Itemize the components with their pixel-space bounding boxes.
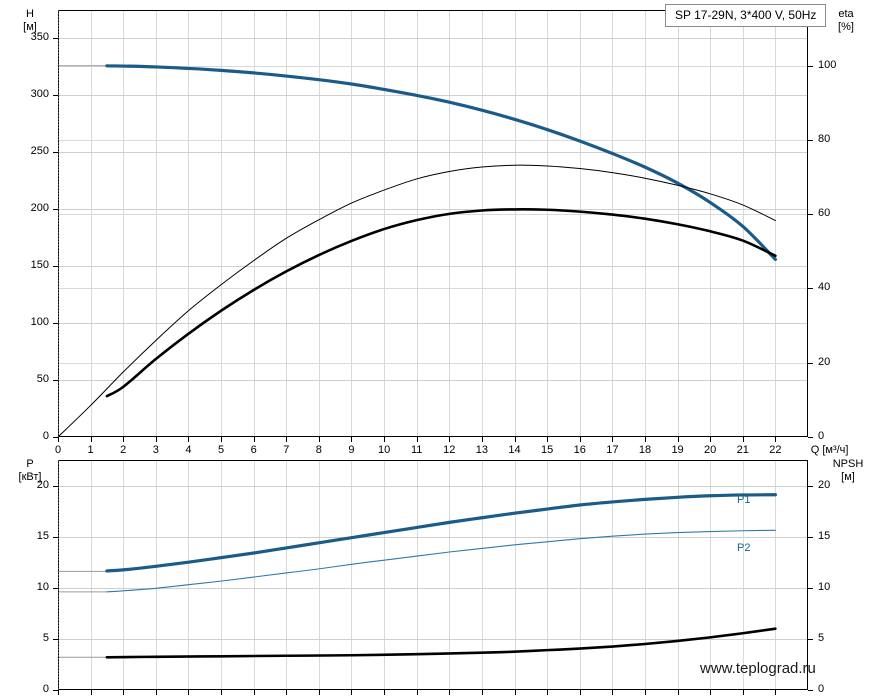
x-tick-11: 11 [410, 444, 423, 456]
curve-eta-pump-motor-thick-black [105, 208, 777, 398]
y2-tick-15: 15 [818, 529, 831, 542]
x-tick-13: 13 [475, 444, 489, 456]
x-tick-2: 2 [120, 444, 127, 456]
y-tick-100: 100 [30, 316, 49, 329]
y-tick-0: 0 [42, 683, 49, 695]
x-tick-18: 18 [638, 444, 652, 456]
bottom-left-axis-title: P [кВт] [4, 458, 56, 484]
x-axis-label: Q [м³/ч] [810, 444, 849, 456]
x-tick-4: 4 [185, 444, 192, 456]
top-panel-left-dotted-border [58, 10, 59, 437]
top-left-axis-unit: [м] [23, 21, 37, 33]
x-tick-14: 14 [508, 444, 521, 456]
y2-tick-40: 40 [818, 281, 831, 294]
y-tick-200: 200 [30, 202, 49, 215]
bottom-right-axis-name: NPSH [832, 458, 864, 470]
x-tick-10: 10 [377, 444, 391, 456]
bottom-right-axis-title: NPSH [м] [818, 458, 878, 484]
head-efficiency-panel [53, 10, 813, 442]
x-tick-15: 15 [541, 444, 554, 456]
y2-tick-100: 100 [818, 58, 837, 71]
y-tick-10: 10 [36, 580, 49, 593]
head-efficiency-plot [53, 10, 813, 442]
y-tick-50: 50 [36, 373, 49, 386]
power-npsh-panel [53, 460, 813, 695]
y2-tick-20: 20 [818, 355, 831, 368]
x-tick-12: 12 [443, 444, 456, 456]
p1-curve-label: P1 [737, 494, 751, 506]
curve-eta-pump-thin-black [57, 164, 776, 438]
y2-tick-10: 10 [818, 580, 831, 593]
x-tick-16: 16 [573, 444, 586, 456]
x-tick-7: 7 [283, 444, 290, 456]
y2-tick-80: 80 [818, 132, 831, 145]
top-left-axis-title: H [м] [8, 8, 52, 34]
top-left-axis-name: H [26, 8, 34, 20]
x-tick-22: 22 [769, 444, 782, 456]
y-tick-250: 250 [30, 145, 49, 158]
y2-tick-0: 0 [818, 683, 825, 695]
bottom-right-axis-unit: [м] [841, 471, 855, 483]
x-tick-1: 1 [87, 444, 94, 456]
curve-p1 [105, 493, 777, 573]
y2-tick-60: 60 [818, 207, 831, 220]
y-tick-20: 20 [36, 478, 49, 491]
bottom-panel-left-dotted-border [58, 460, 59, 690]
curve-npsh [105, 627, 777, 659]
y-tick-350: 350 [30, 31, 49, 44]
bottom-panel-frame [58, 460, 808, 690]
x-tick-9: 9 [348, 444, 355, 456]
x-tick-3: 3 [152, 444, 159, 456]
site-watermark: www.teplograd.ru [700, 660, 816, 677]
x-tick-8: 8 [315, 444, 322, 456]
y2-tick-5: 5 [818, 631, 825, 644]
y2-tick-20: 20 [818, 478, 831, 491]
curve-p2 [106, 529, 776, 593]
bottom-left-axis-name: P [26, 458, 34, 470]
y-tick-150: 150 [30, 259, 49, 272]
x-tick-17: 17 [606, 444, 619, 456]
top-panel-frame [58, 10, 808, 437]
top-right-axis-unit: [%] [838, 21, 854, 33]
power-npsh-plot [53, 460, 813, 695]
x-tick-5: 5 [217, 444, 225, 456]
y-tick-15: 15 [36, 529, 49, 542]
x-tick-20: 20 [704, 444, 717, 456]
x-tick-21: 21 [736, 444, 749, 456]
y-tick-5: 5 [42, 631, 49, 644]
p2-curve-label: P2 [737, 542, 751, 554]
y-tick-0: 0 [42, 430, 49, 442]
y2-tick-0: 0 [818, 430, 825, 442]
bottom-left-axis-unit: [кВт] [18, 471, 42, 483]
x-tick-0: 0 [54, 444, 62, 456]
top-right-axis-name: eta [838, 8, 854, 20]
chart-title-box: SP 17-29N, 3*400 V, 50Hz [665, 4, 827, 27]
x-tick-6: 6 [250, 444, 257, 456]
x-tick-19: 19 [671, 444, 684, 456]
y-tick-300: 300 [30, 88, 49, 101]
top-right-axis-title: eta [%] [820, 8, 872, 34]
